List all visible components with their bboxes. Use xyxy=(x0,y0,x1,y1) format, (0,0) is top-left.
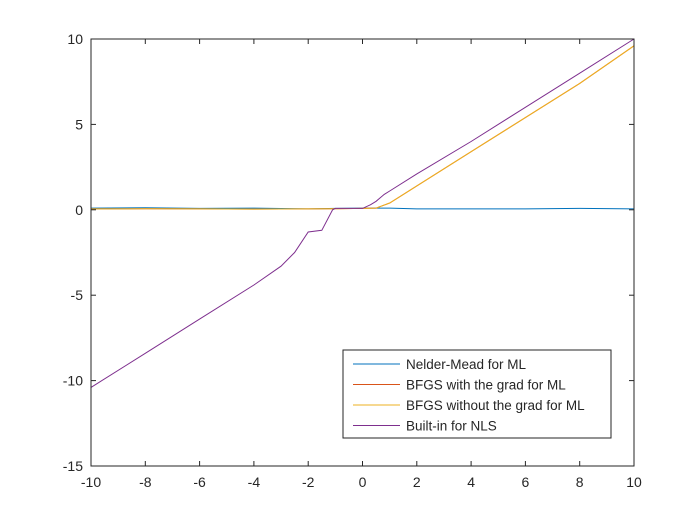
x-tick-label: -8 xyxy=(139,474,152,490)
x-tick-label: 0 xyxy=(359,474,367,490)
legend-box xyxy=(342,349,612,439)
x-tick-label: 10 xyxy=(626,474,642,490)
series-line-3 xyxy=(90,45,635,210)
legend-label-3: BFGS without the grad for ML xyxy=(406,398,585,413)
y-tick-label: -10 xyxy=(63,373,83,389)
x-tick-label: 2 xyxy=(413,474,421,490)
series-line-4 xyxy=(90,38,635,388)
legend-label-2: BFGS with the grad for ML xyxy=(406,378,566,393)
legend-label-4: Built-in for NLS xyxy=(406,419,497,434)
series-lines xyxy=(90,38,635,388)
x-tick-label: -4 xyxy=(248,474,261,490)
y-tick-label: 5 xyxy=(75,116,83,132)
x-tick-label: 8 xyxy=(576,474,584,490)
legend: Nelder-Mead for ML BFGS with the grad for… xyxy=(342,349,612,439)
x-tick-label: -2 xyxy=(302,474,315,490)
x-tick-label: -6 xyxy=(193,474,206,490)
x-tick-label: 6 xyxy=(522,474,530,490)
y-tick-label: -15 xyxy=(63,458,83,474)
y-tick-label: 10 xyxy=(67,31,83,47)
y-tick-label: 0 xyxy=(75,202,83,218)
x-tick-label: -10 xyxy=(81,474,101,490)
y-tick-label: -5 xyxy=(71,287,84,303)
x-tick-label: 4 xyxy=(467,474,475,490)
legend-label-1: Nelder-Mead for ML xyxy=(406,357,527,372)
